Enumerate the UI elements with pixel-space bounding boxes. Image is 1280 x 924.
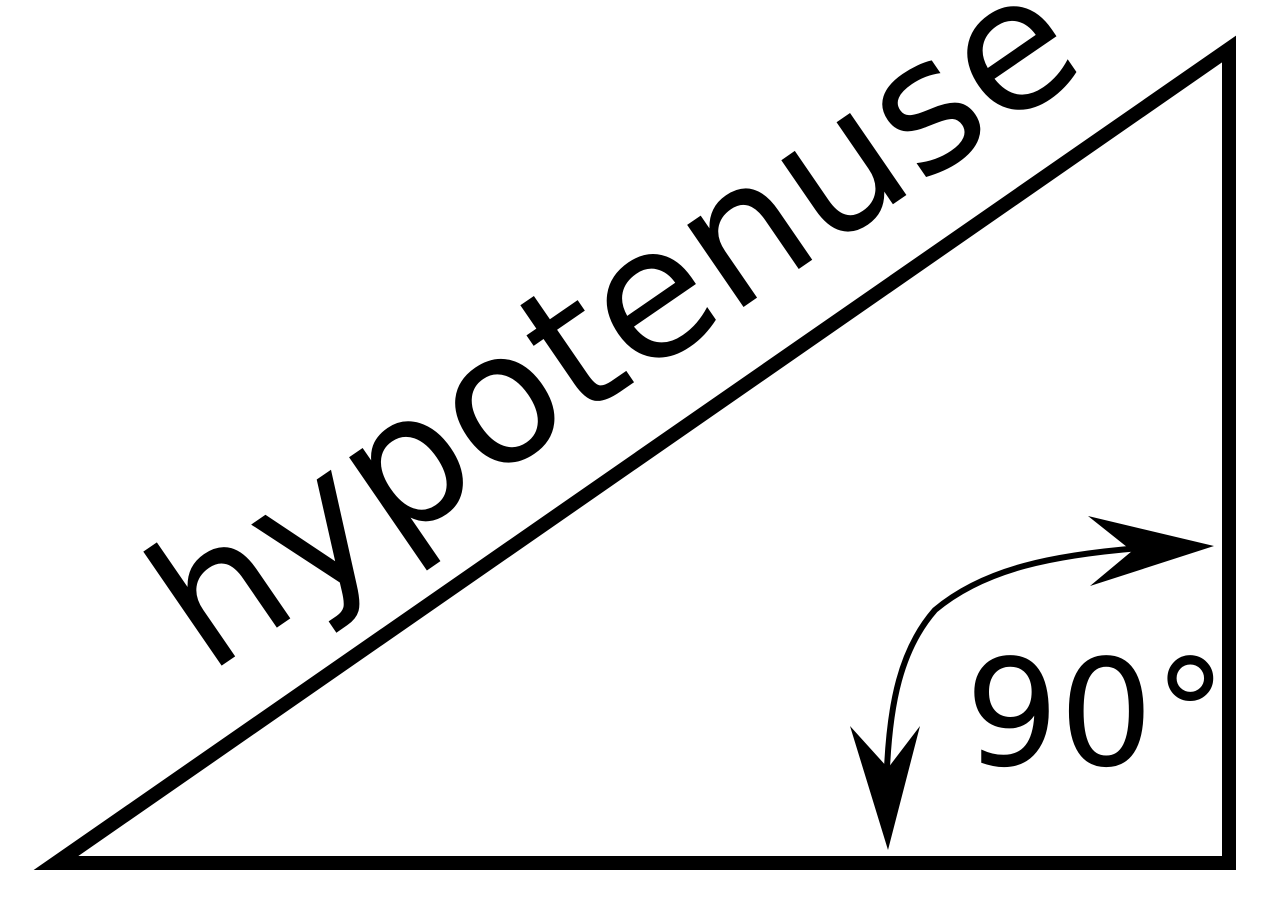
arrowhead-down-icon [850,726,920,850]
angle-label: 90° [965,628,1227,800]
arrowhead-right-icon [1088,516,1214,586]
double-headed-curved-arrow-icon [850,516,1214,850]
right-triangle [33,35,1236,870]
angle-arc [884,545,1143,771]
